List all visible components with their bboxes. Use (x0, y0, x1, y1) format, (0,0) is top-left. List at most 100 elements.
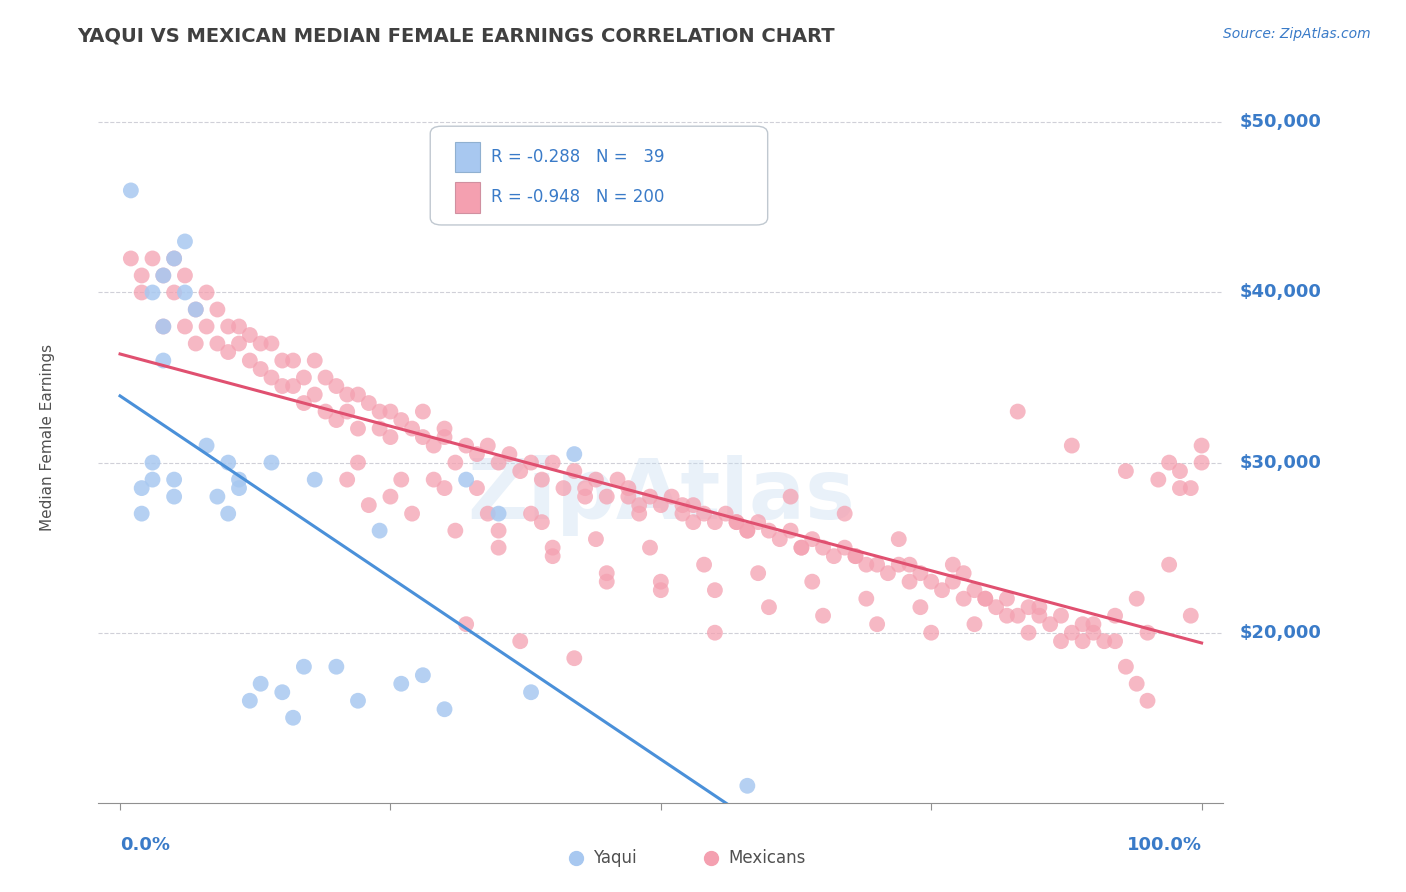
Point (292, 370, 315, 384)
Point (368, 524, 391, 538)
Point (693, 507, 716, 521)
Point (520, 456, 543, 470)
Point (887, 532, 910, 546)
Point (1168, 481, 1191, 495)
Point (357, 498, 380, 512)
Point (541, 541, 564, 555)
Point (304, 353, 326, 368)
Point (465, 481, 488, 495)
Point (562, 464, 585, 478)
Point (304, 387, 326, 401)
FancyBboxPatch shape (456, 182, 479, 213)
Point (541, 549, 564, 563)
Point (725, 515, 748, 529)
Point (465, 447, 488, 461)
Point (823, 549, 845, 563)
Point (638, 490, 661, 504)
Point (433, 421, 456, 435)
Point (952, 566, 974, 581)
Point (433, 481, 456, 495)
Text: $20,000: $20,000 (1240, 624, 1322, 641)
Point (195, 439, 218, 453)
Point (239, 353, 262, 368)
Point (412, 430, 434, 444)
Point (239, 328, 262, 343)
Point (737, 524, 759, 538)
Point (315, 404, 337, 418)
Point (152, 353, 174, 368)
Point (650, 574, 672, 589)
Text: 100.0%: 100.0% (1126, 836, 1202, 854)
Point (195, 285, 218, 300)
Point (368, 404, 391, 418)
Point (1060, 625, 1083, 640)
Point (596, 566, 619, 581)
Point (834, 541, 856, 555)
Text: $40,000: $40,000 (1240, 284, 1322, 301)
Point (974, 591, 997, 606)
Point (887, 558, 910, 572)
Point (769, 532, 792, 546)
Point (530, 515, 553, 529)
Point (942, 574, 965, 589)
Point (422, 439, 444, 453)
Point (1159, 456, 1181, 470)
Point (336, 387, 359, 401)
Point (628, 507, 651, 521)
Text: R = -0.288   N =   39: R = -0.288 N = 39 (491, 148, 665, 166)
Text: $50,000: $50,000 (1240, 113, 1322, 131)
Text: Median Female Earnings: Median Female Earnings (41, 343, 55, 531)
Point (725, 515, 748, 529)
Point (703, 625, 725, 640)
Point (682, 498, 704, 512)
Point (638, 541, 661, 555)
Point (1018, 600, 1040, 615)
Point (281, 353, 304, 368)
Point (553, 481, 575, 495)
Point (249, 336, 271, 351)
Point (389, 677, 412, 691)
Point (292, 659, 315, 673)
Point (974, 591, 997, 606)
Point (931, 583, 953, 598)
Point (617, 481, 640, 495)
Point (498, 447, 520, 461)
Point (898, 558, 921, 572)
Point (1083, 625, 1105, 640)
Point (260, 456, 283, 470)
Point (1168, 464, 1191, 478)
Point (1180, 608, 1202, 623)
Point (661, 490, 683, 504)
Point (456, 439, 478, 453)
Text: YAQUI VS MEXICAN MEDIAN FEMALE EARNINGS CORRELATION CHART: YAQUI VS MEXICAN MEDIAN FEMALE EARNINGS … (77, 27, 835, 45)
Point (844, 549, 866, 563)
Point (920, 625, 942, 640)
Point (585, 532, 607, 546)
Point (174, 285, 197, 300)
Point (952, 591, 974, 606)
Point (228, 336, 250, 351)
Point (811, 608, 834, 623)
Point (239, 694, 262, 708)
Point (141, 473, 163, 487)
Point (628, 498, 651, 512)
Point (650, 583, 672, 598)
Point (1180, 481, 1202, 495)
Point (217, 507, 239, 521)
Point (562, 651, 585, 665)
Point (281, 711, 304, 725)
Point (790, 541, 813, 555)
Point (574, 490, 596, 504)
Point (433, 430, 456, 444)
Point (163, 252, 186, 266)
Point (444, 456, 467, 470)
Point (866, 558, 889, 572)
Point (541, 456, 564, 470)
Point (1159, 558, 1181, 572)
Point (703, 515, 725, 529)
Point (671, 498, 693, 512)
Point (152, 268, 174, 283)
Point (801, 532, 824, 546)
Point (163, 285, 186, 300)
Point (422, 473, 444, 487)
